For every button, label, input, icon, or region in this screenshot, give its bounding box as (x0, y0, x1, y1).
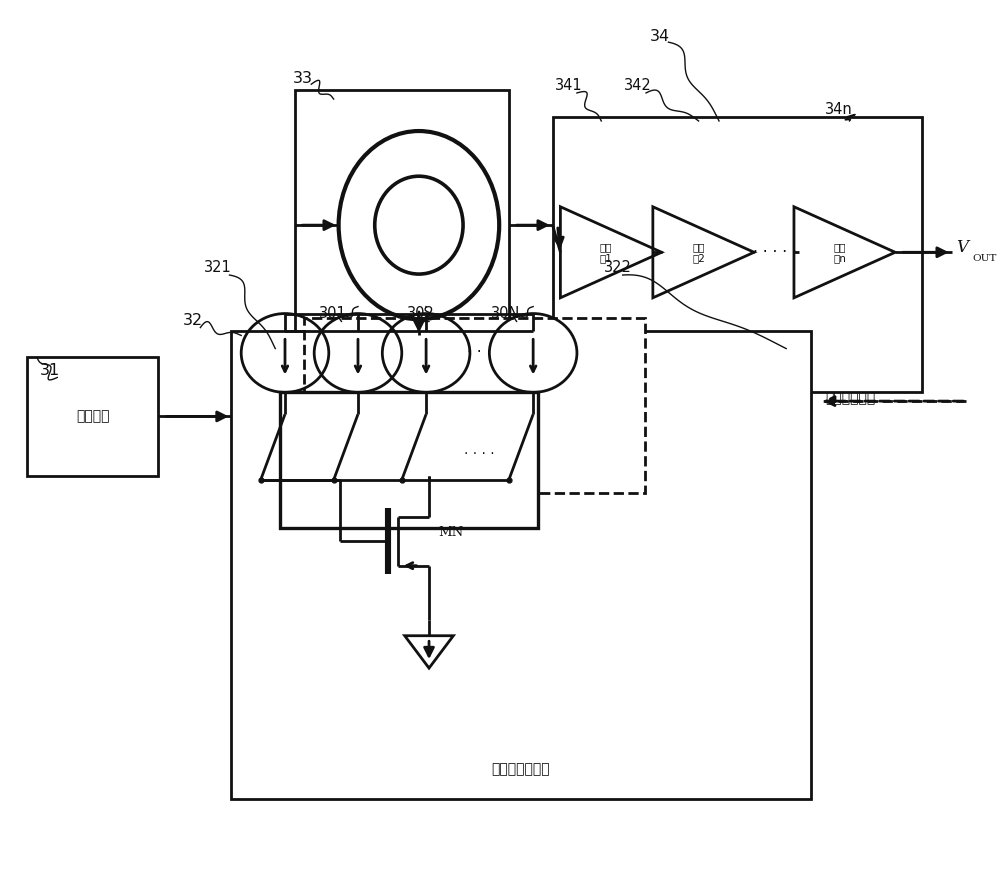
Bar (280, 392, 538, 528)
Text: 33: 33 (293, 71, 313, 86)
Text: · · ·: · · · (467, 345, 492, 360)
Text: 34: 34 (650, 28, 670, 43)
Text: 301: 301 (319, 306, 347, 321)
Text: 341: 341 (555, 78, 582, 93)
Text: MN: MN (439, 526, 464, 539)
Text: 数字控制信号: 数字控制信号 (825, 391, 875, 405)
Text: 反相
器n: 反相 器n (833, 242, 846, 263)
Text: 32: 32 (183, 313, 203, 328)
Text: 322: 322 (604, 260, 632, 275)
Text: 342: 342 (624, 78, 651, 93)
Text: 启动电路: 启动电路 (76, 410, 110, 424)
Bar (231, 331, 811, 799)
Bar (304, 318, 645, 493)
Text: 31: 31 (40, 363, 60, 378)
Text: OUT: OUT (972, 254, 996, 263)
Text: 反相
刧2: 反相 刧2 (692, 242, 705, 263)
Text: V: V (956, 240, 968, 256)
Text: 基准电流源电路: 基准电流源电路 (492, 762, 550, 776)
Text: · · · · ·: · · · · · (753, 245, 796, 260)
Text: 321: 321 (204, 260, 232, 275)
Bar (27, 358, 158, 476)
Text: 反相
刧1: 反相 刧1 (600, 242, 613, 263)
Text: 302: 302 (407, 306, 435, 321)
Text: 30N: 30N (491, 306, 521, 321)
Bar (295, 91, 509, 336)
Bar (553, 116, 922, 392)
Text: · · · ·: · · · · (464, 447, 495, 461)
Text: 34n: 34n (825, 102, 853, 117)
